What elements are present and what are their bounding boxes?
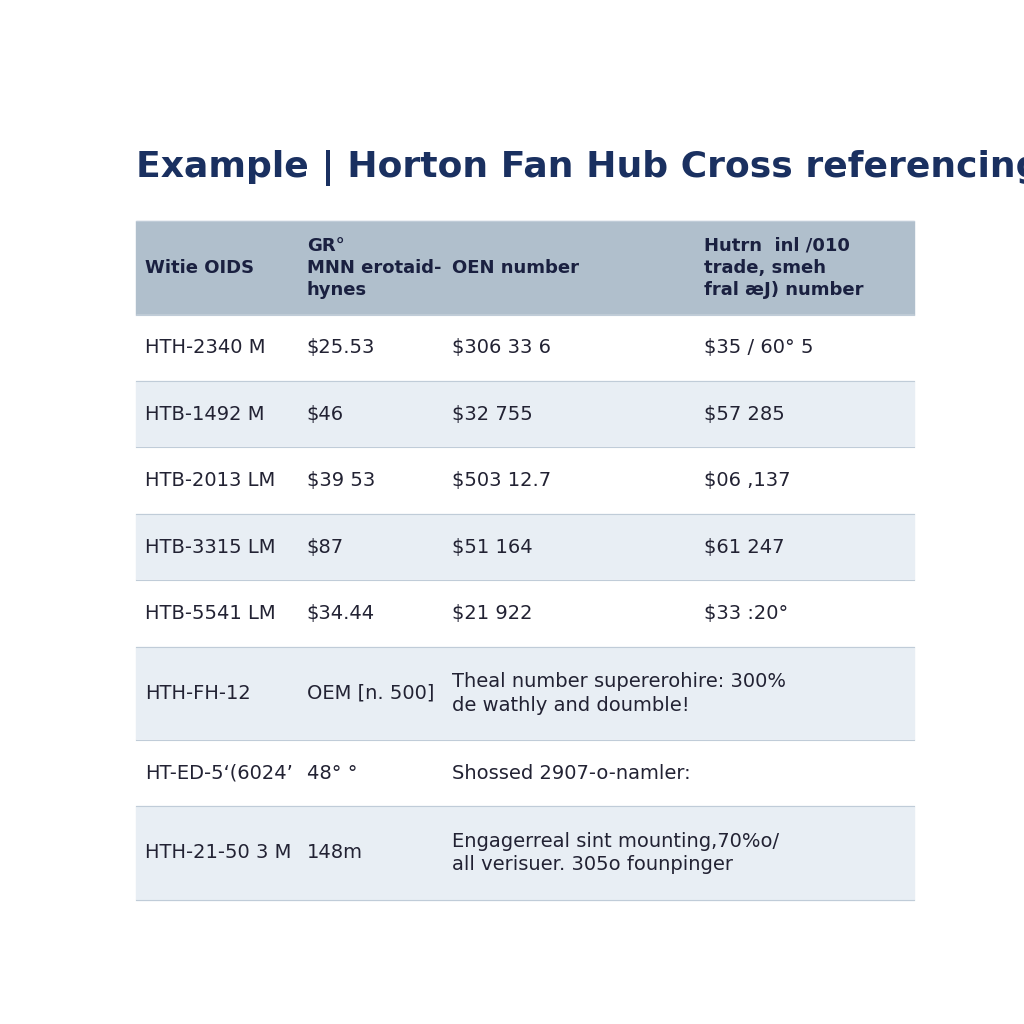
Bar bbox=[136, 514, 913, 581]
Text: OEM [n. 500]: OEM [n. 500] bbox=[307, 684, 434, 702]
Text: HTB-2013 LM: HTB-2013 LM bbox=[145, 471, 275, 490]
Text: HTH-2340 M: HTH-2340 M bbox=[145, 338, 266, 357]
Text: GR°
MNN erotaid-
hynes: GR° MNN erotaid- hynes bbox=[307, 237, 441, 299]
Text: HTB-5541 LM: HTB-5541 LM bbox=[145, 604, 276, 624]
Bar bbox=[136, 314, 913, 381]
Text: $57 285: $57 285 bbox=[703, 404, 784, 424]
Bar bbox=[136, 807, 913, 899]
Text: HTH-FH-12: HTH-FH-12 bbox=[145, 684, 251, 702]
Bar bbox=[136, 221, 913, 314]
Text: $25.53: $25.53 bbox=[307, 338, 375, 357]
Text: 48° °: 48° ° bbox=[307, 764, 357, 782]
Text: $39 53: $39 53 bbox=[307, 471, 375, 490]
Text: Shossed 2907-o-namler:: Shossed 2907-o-namler: bbox=[452, 764, 690, 782]
Text: $46: $46 bbox=[307, 404, 344, 424]
Text: $61 247: $61 247 bbox=[703, 538, 784, 557]
Text: HT-ED-5‘(6024’: HT-ED-5‘(6024’ bbox=[145, 764, 293, 782]
Bar bbox=[136, 740, 913, 807]
Text: Engagerreal sint mounting,70%o/
all verisuer. 305o founpinger: Engagerreal sint mounting,70%o/ all veri… bbox=[452, 831, 778, 874]
Bar bbox=[136, 447, 913, 514]
Text: Witie OIDS: Witie OIDS bbox=[145, 259, 255, 276]
Text: $33 :20°: $33 :20° bbox=[703, 604, 788, 624]
Text: $87: $87 bbox=[307, 538, 344, 557]
Text: $06 ,137: $06 ,137 bbox=[703, 471, 791, 490]
Text: HTH-21-50 3 M: HTH-21-50 3 M bbox=[145, 844, 292, 862]
Text: $35 / 60° 5: $35 / 60° 5 bbox=[703, 338, 813, 357]
Text: OEN number: OEN number bbox=[452, 259, 579, 276]
Text: Example | Horton Fan Hub Cross referencing: Example | Horton Fan Hub Cross referenci… bbox=[136, 151, 1024, 186]
Text: $306 33 6: $306 33 6 bbox=[452, 338, 551, 357]
Text: $32 755: $32 755 bbox=[452, 404, 532, 424]
Text: HTB-3315 LM: HTB-3315 LM bbox=[145, 538, 275, 557]
Text: HTB-1492 M: HTB-1492 M bbox=[145, 404, 265, 424]
Bar bbox=[136, 581, 913, 647]
Text: $503 12.7: $503 12.7 bbox=[452, 471, 551, 490]
Text: Theal number supererohire: 300%
de wathly and doumble!: Theal number supererohire: 300% de wathl… bbox=[452, 672, 785, 715]
Text: $51 164: $51 164 bbox=[452, 538, 532, 557]
Text: $21 922: $21 922 bbox=[452, 604, 532, 624]
Text: 148m: 148m bbox=[307, 844, 362, 862]
Text: Hutrn  inl /010
trade, smeh
fral æJ) number: Hutrn inl /010 trade, smeh fral æJ) numb… bbox=[703, 237, 863, 299]
Bar bbox=[136, 381, 913, 447]
Bar bbox=[136, 647, 913, 740]
Text: $34.44: $34.44 bbox=[307, 604, 375, 624]
